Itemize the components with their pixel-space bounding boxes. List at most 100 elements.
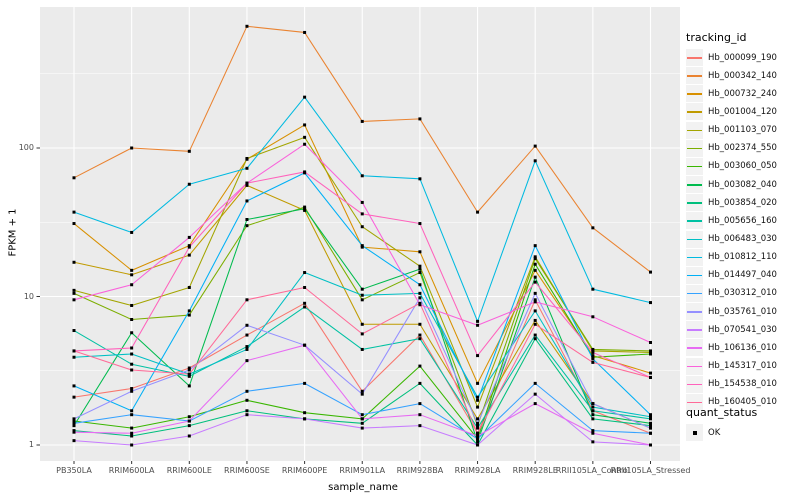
data-point (187, 149, 191, 153)
legend-entry-Hb_106136_010: Hb_106136_010 (686, 339, 777, 357)
data-point (418, 283, 422, 287)
legend-entry-Hb_002374_550: Hb_002374_550 (686, 139, 777, 157)
data-point (533, 298, 537, 302)
data-point (533, 381, 537, 385)
legend-line-key-icon (686, 266, 703, 284)
data-point (591, 350, 595, 354)
legend-line-key-icon (686, 357, 703, 375)
legend-entry-label: Hb_070541_030 (708, 324, 777, 335)
data-point (303, 95, 307, 99)
color-legend-title: tracking_id (686, 31, 747, 44)
data-point (649, 349, 652, 353)
legend-entry-Hb_070541_030: Hb_070541_030 (686, 321, 777, 339)
data-point (591, 355, 595, 359)
data-point (649, 417, 652, 421)
data-point (591, 287, 595, 291)
data-point (72, 417, 76, 421)
legend-entry-Hb_000342_140: Hb_000342_140 (686, 67, 777, 85)
legend-entry-Hb_154538_010: Hb_154538_010 (686, 375, 777, 393)
data-point (187, 235, 191, 239)
legend-entry-label: Hb_035761_010 (708, 306, 777, 317)
data-point (72, 384, 76, 388)
data-point (303, 301, 307, 305)
data-point (360, 225, 364, 229)
x-tick-label: RRIM600SE (224, 466, 270, 475)
legend-line-key-icon (686, 393, 703, 411)
data-point (418, 177, 422, 181)
legend-color-line (687, 347, 702, 349)
data-point (360, 392, 364, 396)
legend-entry-label: Hb_003060_050 (708, 161, 777, 172)
data-point (245, 409, 249, 413)
data-point (360, 212, 364, 216)
legend-color-line (687, 274, 702, 277)
data-point (303, 123, 307, 127)
data-point (360, 421, 364, 425)
data-point (130, 434, 134, 438)
data-point (360, 347, 364, 351)
data-point (591, 440, 595, 444)
data-point (130, 426, 134, 430)
data-point (72, 429, 76, 433)
data-point (303, 30, 307, 34)
data-point (533, 144, 537, 148)
data-point (245, 199, 249, 203)
data-point (187, 253, 191, 257)
data-point (245, 181, 249, 185)
data-point (476, 354, 480, 358)
data-point (130, 230, 134, 234)
data-point (303, 343, 307, 347)
legend-entry-Hb_160405_010: Hb_160405_010 (686, 393, 777, 411)
legend-entry-label: Hb_006483_030 (708, 234, 777, 244)
legend-color-line (687, 256, 702, 259)
data-point (533, 322, 537, 326)
data-point (476, 398, 480, 402)
data-point (72, 329, 76, 333)
legend-entry-label: Hb_154538_010 (708, 379, 777, 390)
data-point (476, 421, 480, 425)
legend-entry-Hb_000099_190: Hb_000099_190 (686, 49, 777, 66)
legend-entry-Hb_145317_010: Hb_145317_010 (686, 357, 777, 375)
data-point (303, 285, 307, 289)
x-axis-title: sample_name (328, 482, 398, 493)
data-point (245, 323, 249, 327)
data-point (591, 347, 595, 351)
data-point (418, 322, 422, 326)
data-point (649, 431, 652, 435)
data-point (476, 381, 480, 385)
legend-line-key-icon (686, 103, 703, 121)
data-point (476, 443, 480, 447)
data-point (303, 381, 307, 385)
data-point (360, 298, 364, 302)
legend-line-key-icon (686, 230, 703, 248)
y-tick-label: 1 (28, 440, 34, 449)
data-point (476, 405, 480, 409)
data-point (130, 268, 134, 272)
legend-entry-label: Hb_145317_010 (708, 361, 777, 372)
legend-entry-Hb_030312_010: Hb_030312_010 (686, 284, 777, 302)
data-point (303, 411, 307, 415)
legend-color-line (687, 365, 702, 368)
shape-legend-title: quant_status (686, 406, 758, 419)
legend-entry-Hb_001103_070: Hb_001103_070 (686, 121, 777, 139)
legend-line-key-icon (686, 139, 703, 157)
data-point (533, 337, 537, 341)
data-point (476, 431, 480, 435)
x-tick-label: PB350LA (56, 466, 92, 475)
data-point (245, 166, 249, 170)
data-point (245, 298, 249, 302)
data-point (533, 257, 537, 261)
data-point (245, 398, 249, 402)
data-point (130, 283, 134, 287)
y-axis-title: FPKM + 1 (7, 208, 19, 257)
data-point (245, 413, 249, 417)
data-point (649, 413, 652, 417)
legend-line-key-icon (686, 121, 703, 139)
data-point (130, 409, 134, 413)
data-point (130, 387, 134, 391)
data-point (187, 309, 191, 313)
data-point (649, 415, 652, 419)
x-tick-label: RRIM928BA (396, 466, 444, 475)
data-point (360, 332, 364, 336)
legend-color-line (687, 75, 702, 77)
